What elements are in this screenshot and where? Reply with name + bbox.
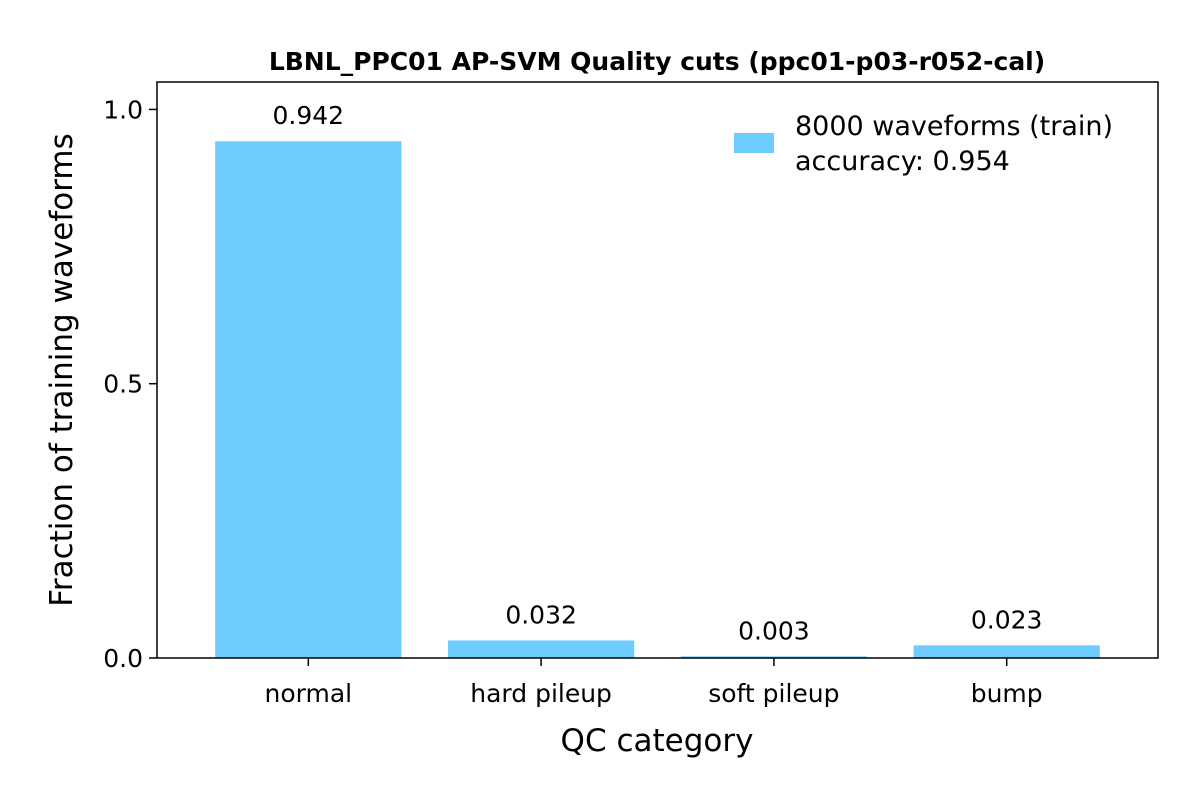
data-label-soft-pileup: 0.003 — [738, 616, 810, 645]
x-axis: normal hard pileup soft pileup bump — [265, 658, 1043, 708]
x-tick-label: hard pileup — [470, 679, 612, 708]
chart-title: LBNL_PPC01 AP-SVM Quality cuts (ppc01-p0… — [269, 47, 1045, 76]
x-axis-label: QC category — [561, 723, 754, 759]
data-labels-group: 0.942 0.032 0.003 0.023 — [273, 101, 1043, 645]
bars-group — [215, 141, 1100, 658]
x-tick-label: normal — [265, 679, 353, 708]
legend-line-1: 8000 waveforms (train) — [795, 111, 1113, 142]
legend: 8000 waveforms (train) accuracy: 0.954 — [734, 111, 1113, 177]
data-label-hard-pileup: 0.032 — [505, 600, 577, 629]
y-axis-label: Fraction of training waveforms — [44, 133, 80, 606]
legend-swatch — [734, 133, 774, 153]
y-axis: 0.0 0.5 1.0 — [103, 95, 157, 673]
bar-bump — [913, 645, 1100, 658]
x-tick-label: soft pileup — [708, 679, 839, 708]
y-tick-label: 0.5 — [103, 370, 143, 399]
plot-frame — [156, 81, 1159, 659]
legend-line-2: accuracy: 0.954 — [795, 146, 1010, 177]
data-label-bump: 0.023 — [971, 605, 1043, 634]
bar-hard-pileup — [447, 640, 635, 658]
y-tick-label: 0.0 — [103, 644, 143, 673]
x-tick-label: bump — [971, 679, 1043, 708]
bar-normal — [215, 141, 402, 658]
y-tick-label: 1.0 — [103, 95, 143, 124]
data-label-normal: 0.942 — [273, 101, 345, 130]
bar-soft-pileup — [680, 656, 868, 658]
